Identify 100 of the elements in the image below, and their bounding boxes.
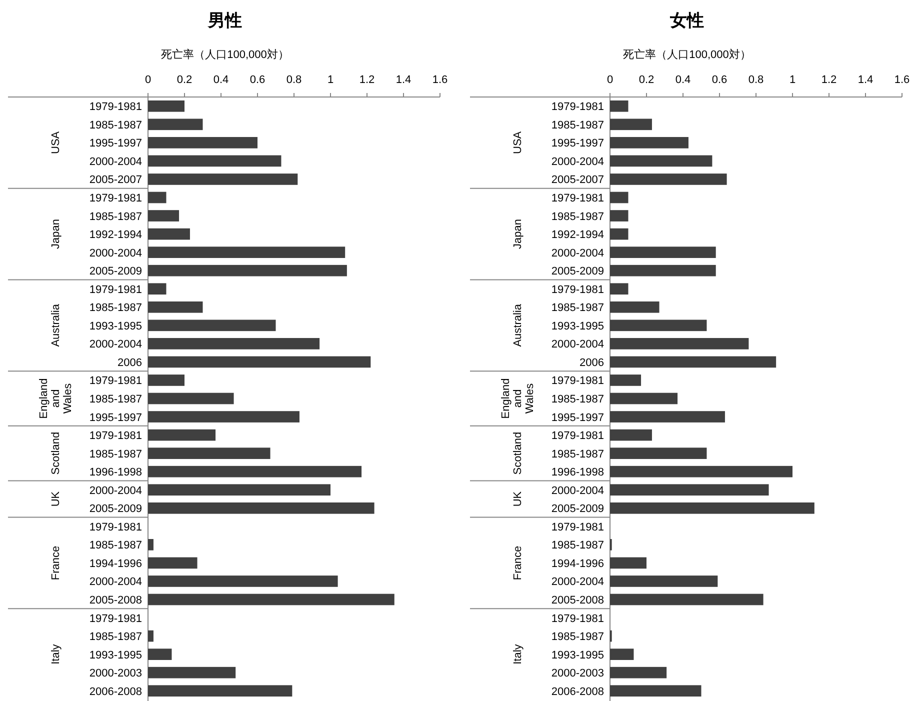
bar <box>148 630 154 642</box>
y-tick-label: 1992-1994 <box>551 229 604 242</box>
y-tick-label: 1985-1987 <box>89 540 142 552</box>
text: Australia <box>50 303 62 347</box>
bar <box>148 576 338 587</box>
bar <box>148 648 172 660</box>
bar <box>610 100 628 112</box>
bar <box>610 502 814 514</box>
y-tick-label: 2005-2007 <box>551 174 604 186</box>
bar <box>610 576 718 587</box>
bar <box>610 174 727 185</box>
bar <box>610 283 628 295</box>
text: Australia <box>512 303 524 347</box>
y-tick-label: 1979-1981 <box>89 612 142 625</box>
bar <box>610 210 628 222</box>
y-tick-label: 1985-1987 <box>89 119 142 132</box>
y-tick-label: 1979-1981 <box>551 612 604 625</box>
bar <box>148 210 180 222</box>
text: Italy <box>512 644 524 664</box>
y-tick-label: 1985-1987 <box>89 394 142 406</box>
y-tick-label: 1979-1981 <box>551 284 604 296</box>
bar <box>610 648 634 660</box>
bar <box>148 118 203 130</box>
x-tick-label: 0.6 <box>712 74 728 86</box>
text: USA <box>50 130 62 154</box>
y-tick-label: 1992-1994 <box>89 229 142 242</box>
x-tick-label: 0.8 <box>748 74 764 86</box>
bar <box>610 411 725 422</box>
y-tick-label: 2006 <box>118 356 142 369</box>
text: UK <box>50 490 62 507</box>
bar <box>148 429 216 441</box>
bar <box>610 320 707 332</box>
bar <box>610 246 716 258</box>
bar <box>148 283 166 295</box>
bar <box>148 666 236 678</box>
bar <box>148 466 362 478</box>
bar <box>148 392 234 404</box>
y-tick-label: 1979-1981 <box>89 375 142 388</box>
y-tick-label: 1979-1981 <box>551 192 604 204</box>
y-tick-label: 1994-1996 <box>551 558 604 570</box>
y-tick-label: 2000-2004 <box>89 247 142 260</box>
y-tick-label: 1979-1981 <box>551 430 604 442</box>
y-tick-label: 1985-1987 <box>551 302 604 314</box>
bar <box>148 100 184 112</box>
y-tick-label: 2000-2004 <box>89 338 142 351</box>
y-tick-label: 2005-2009 <box>89 503 142 516</box>
y-tick-label: 1985-1987 <box>89 210 142 223</box>
x-tick-label: 0.2 <box>176 74 192 86</box>
y-tick-label: 2000-2004 <box>551 484 604 497</box>
y-tick-label: 1993-1995 <box>551 320 604 332</box>
bar <box>610 429 652 441</box>
bar <box>610 448 707 459</box>
y-tick-label: 1993-1995 <box>89 320 142 332</box>
bar <box>610 228 628 240</box>
bar <box>148 320 276 332</box>
bar <box>610 338 749 350</box>
x-axis-title: 死亡率（人口100,000対） <box>161 48 289 61</box>
bar <box>148 539 154 550</box>
bar <box>610 594 764 606</box>
x-tick-label: 0 <box>606 74 614 86</box>
bar <box>610 374 642 386</box>
bar <box>610 557 646 569</box>
y-tick-label: 2005-2009 <box>89 266 142 278</box>
y-tick-label: 1979-1981 <box>551 375 604 388</box>
bar <box>610 118 652 130</box>
text: Scotland <box>50 432 62 475</box>
y-tick-label: 2006 <box>580 356 604 369</box>
y-tick-label: 1995-1997 <box>89 138 142 150</box>
bar <box>148 192 166 204</box>
bar <box>148 155 282 167</box>
bar <box>148 411 300 422</box>
y-tick-label: 1985-1987 <box>89 631 142 644</box>
y-tick-label: 2000-2004 <box>551 247 604 260</box>
y-tick-label: 2005-2007 <box>89 174 142 186</box>
bar <box>148 374 184 386</box>
x-tick-label: 1.6 <box>894 74 910 86</box>
bar <box>148 685 292 697</box>
x-tick-label: 1 <box>789 74 796 86</box>
bar <box>148 246 346 258</box>
x-tick-label: 0.6 <box>250 74 266 86</box>
y-tick-label: 1979-1981 <box>551 101 604 114</box>
y-tick-label: 1979-1981 <box>89 521 142 534</box>
y-tick-label: 1985-1987 <box>89 302 142 314</box>
bar <box>610 264 716 276</box>
chart-title: 女性 <box>669 11 704 30</box>
x-tick-label: 0.4 <box>675 74 691 86</box>
bar <box>148 301 203 313</box>
y-tick-label: 2005-2009 <box>551 266 604 278</box>
bar <box>610 466 792 478</box>
y-tick-label: 2000-2004 <box>89 484 142 497</box>
bar <box>148 356 371 368</box>
bar <box>148 174 298 185</box>
text: USA <box>512 130 524 154</box>
y-tick-label: 1985-1987 <box>551 394 604 406</box>
y-tick-label: 1995-1997 <box>89 412 142 424</box>
x-tick-label: 0.8 <box>286 74 302 86</box>
y-tick-label: 2000-2004 <box>551 338 604 351</box>
bar <box>610 155 712 167</box>
y-tick-label: 2000-2004 <box>89 156 142 168</box>
x-tick-label: 1.2 <box>821 74 837 86</box>
